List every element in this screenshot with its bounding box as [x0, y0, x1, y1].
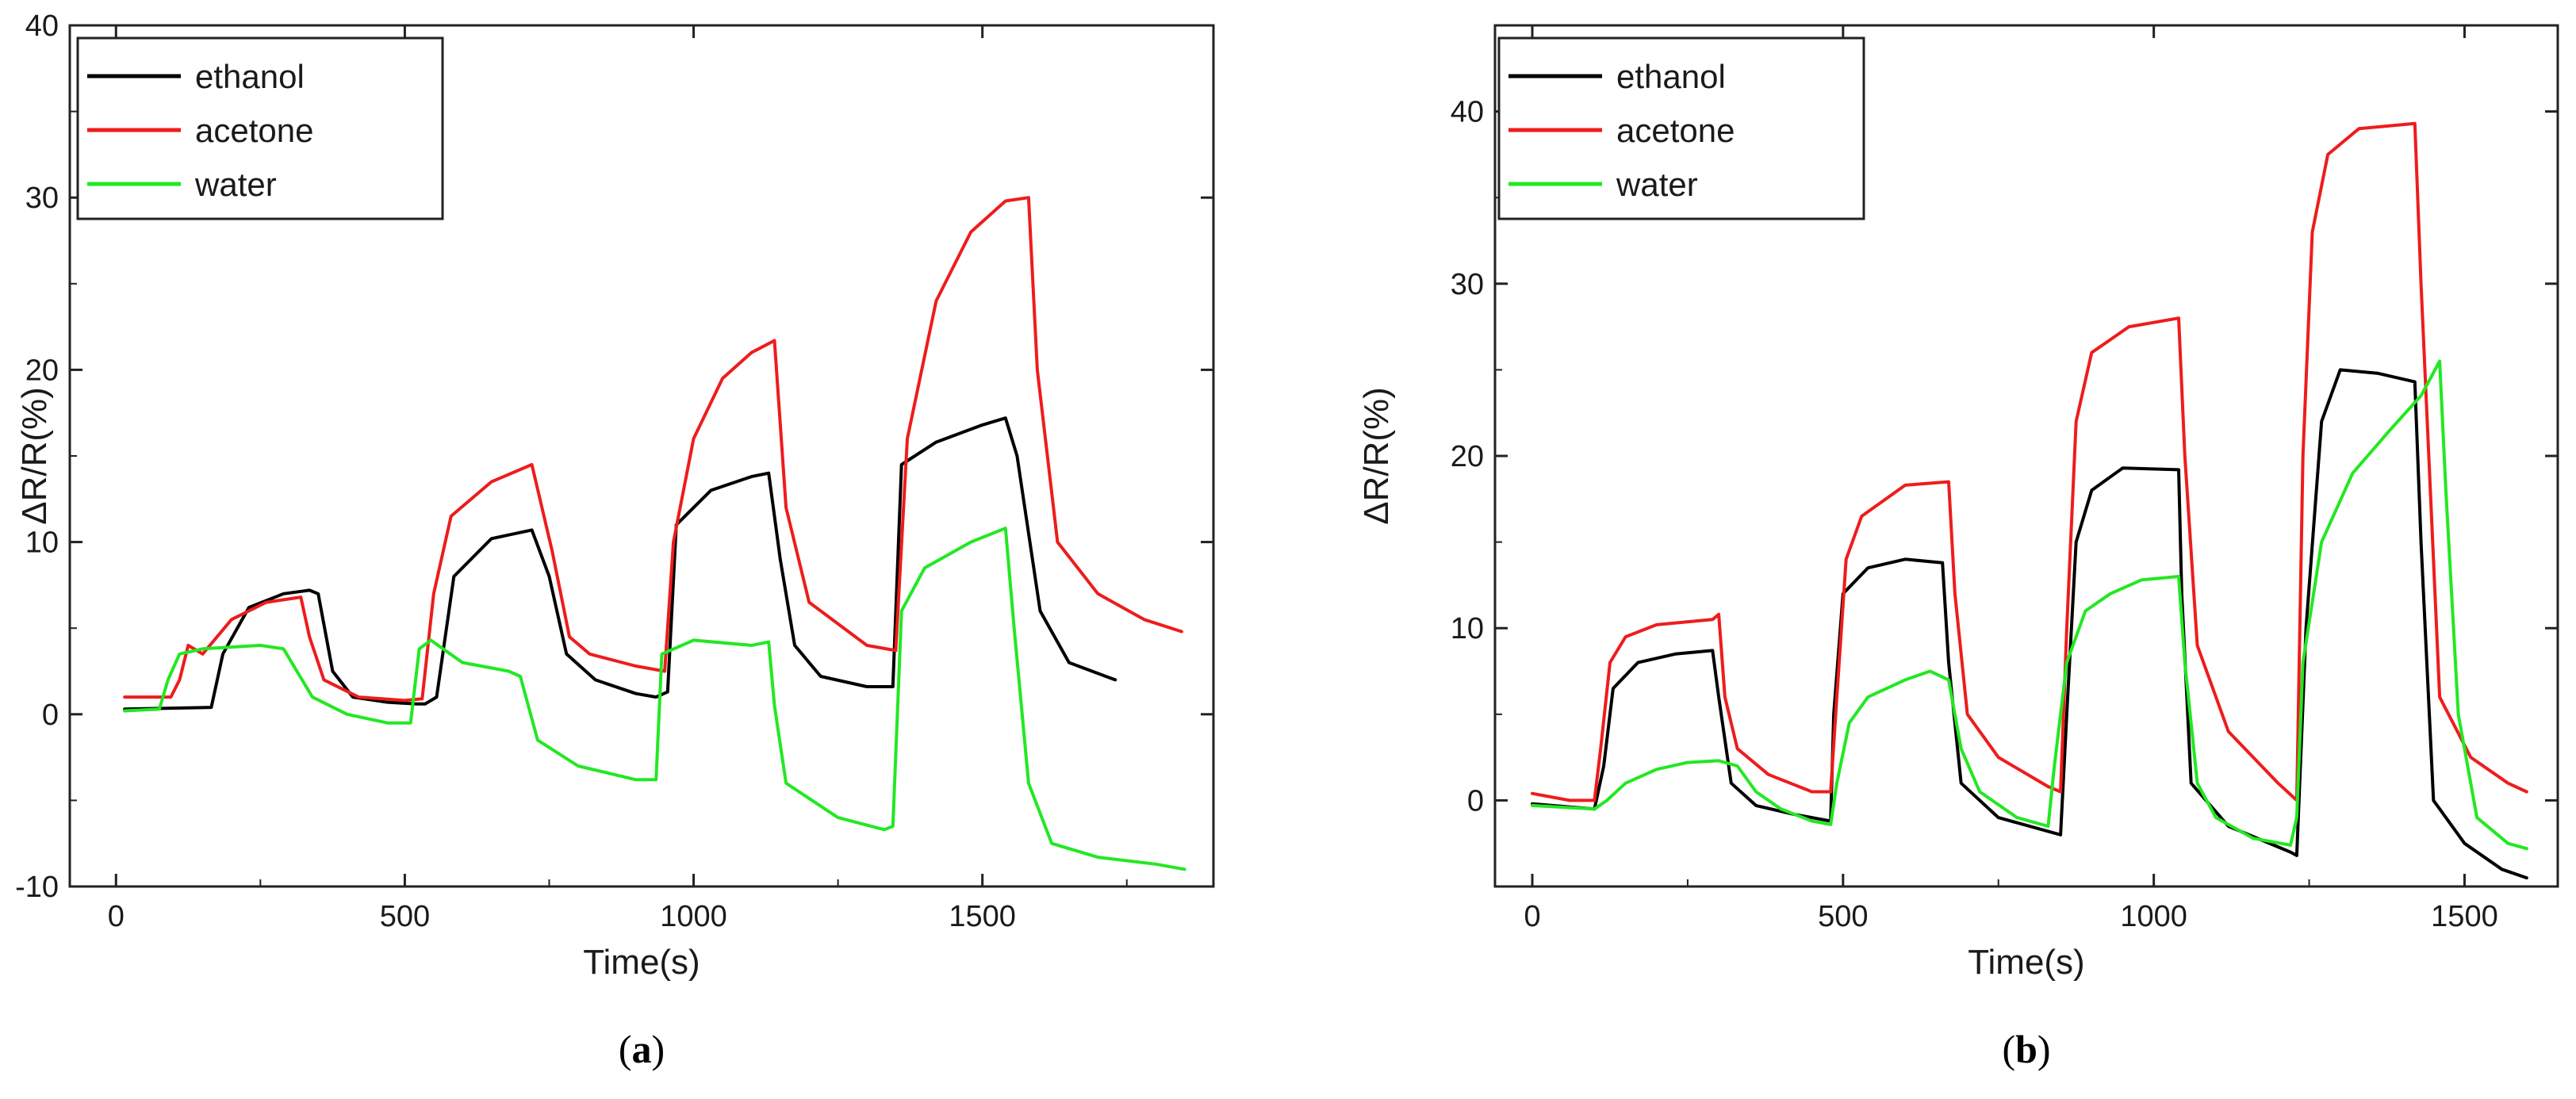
a-y-axis-title: ΔR/R(%): [15, 387, 54, 525]
a-legend-label-acetone: acetone: [195, 112, 313, 149]
b-xtick-label: 1500: [2431, 900, 2498, 933]
a-panel-label: (a): [619, 1027, 665, 1071]
b-ytick-label: 40: [1451, 96, 1484, 129]
b-panel-label-letter: b: [2015, 1027, 2037, 1071]
chart-b: 0 500 1000 1500 0 10 20 30 40 ethanol acetone water…: [1357, 24, 2559, 1071]
b-y-axis-title: ΔR/R(%): [1357, 387, 1396, 525]
chart-a: 0 500 1000 1500 -10 0 10 20 30 40 ethanol acetone wa…: [15, 10, 1215, 1071]
a-series-water: [123, 527, 1186, 871]
a-ytick-label: 10: [25, 527, 59, 560]
b-ytick-label: 0: [1467, 784, 1484, 818]
a-panel-label-letter: a: [632, 1027, 652, 1071]
a-ytick-label: 0: [42, 699, 59, 732]
b-legend-label-ethanol: ethanol: [1616, 58, 1726, 95]
a-ytick-label: 30: [25, 182, 59, 215]
a-ytick-label: 20: [25, 354, 59, 387]
b-x-axis-title: Time(s): [1968, 943, 2084, 982]
b-ytick-label: 10: [1451, 612, 1484, 645]
b-legend-label-water: water: [1616, 166, 1698, 203]
b-series-acetone: [1531, 121, 2528, 802]
a-series-acetone: [123, 196, 1183, 703]
a-legend-label-water: water: [194, 166, 277, 203]
a-series-ethanol: [123, 416, 1117, 711]
a-ytick-label: 40: [25, 10, 59, 43]
b-xtick-label: 500: [1818, 900, 1868, 933]
a-xtick-label: 0: [108, 900, 125, 933]
a-legend-label-ethanol: ethanol: [195, 58, 305, 95]
a-panel-label-open: (: [619, 1027, 632, 1071]
a-xtick-label: 500: [380, 900, 430, 933]
b-xtick-label: 1000: [2120, 900, 2187, 933]
b-legend-label-acetone: acetone: [1616, 112, 1735, 149]
a-xtick-label: 1500: [949, 900, 1016, 933]
a-x-axis-title: Time(s): [583, 943, 700, 982]
a-xtick-label: 1000: [660, 900, 727, 933]
b-xtick-label: 0: [1524, 900, 1540, 933]
b-series-ethanol: [1531, 368, 2528, 880]
b-ytick-label: 30: [1451, 268, 1484, 301]
a-panel-label-close: ): [652, 1027, 665, 1071]
b-ytick-label: 20: [1451, 440, 1484, 473]
a-ytick-label: -10: [15, 871, 59, 904]
b-panel-label: (b): [2002, 1027, 2050, 1071]
b-panel-label-close: ): [2037, 1027, 2051, 1071]
b-panel-label-open: (: [2002, 1027, 2015, 1071]
b-series-water: [1531, 359, 2528, 851]
